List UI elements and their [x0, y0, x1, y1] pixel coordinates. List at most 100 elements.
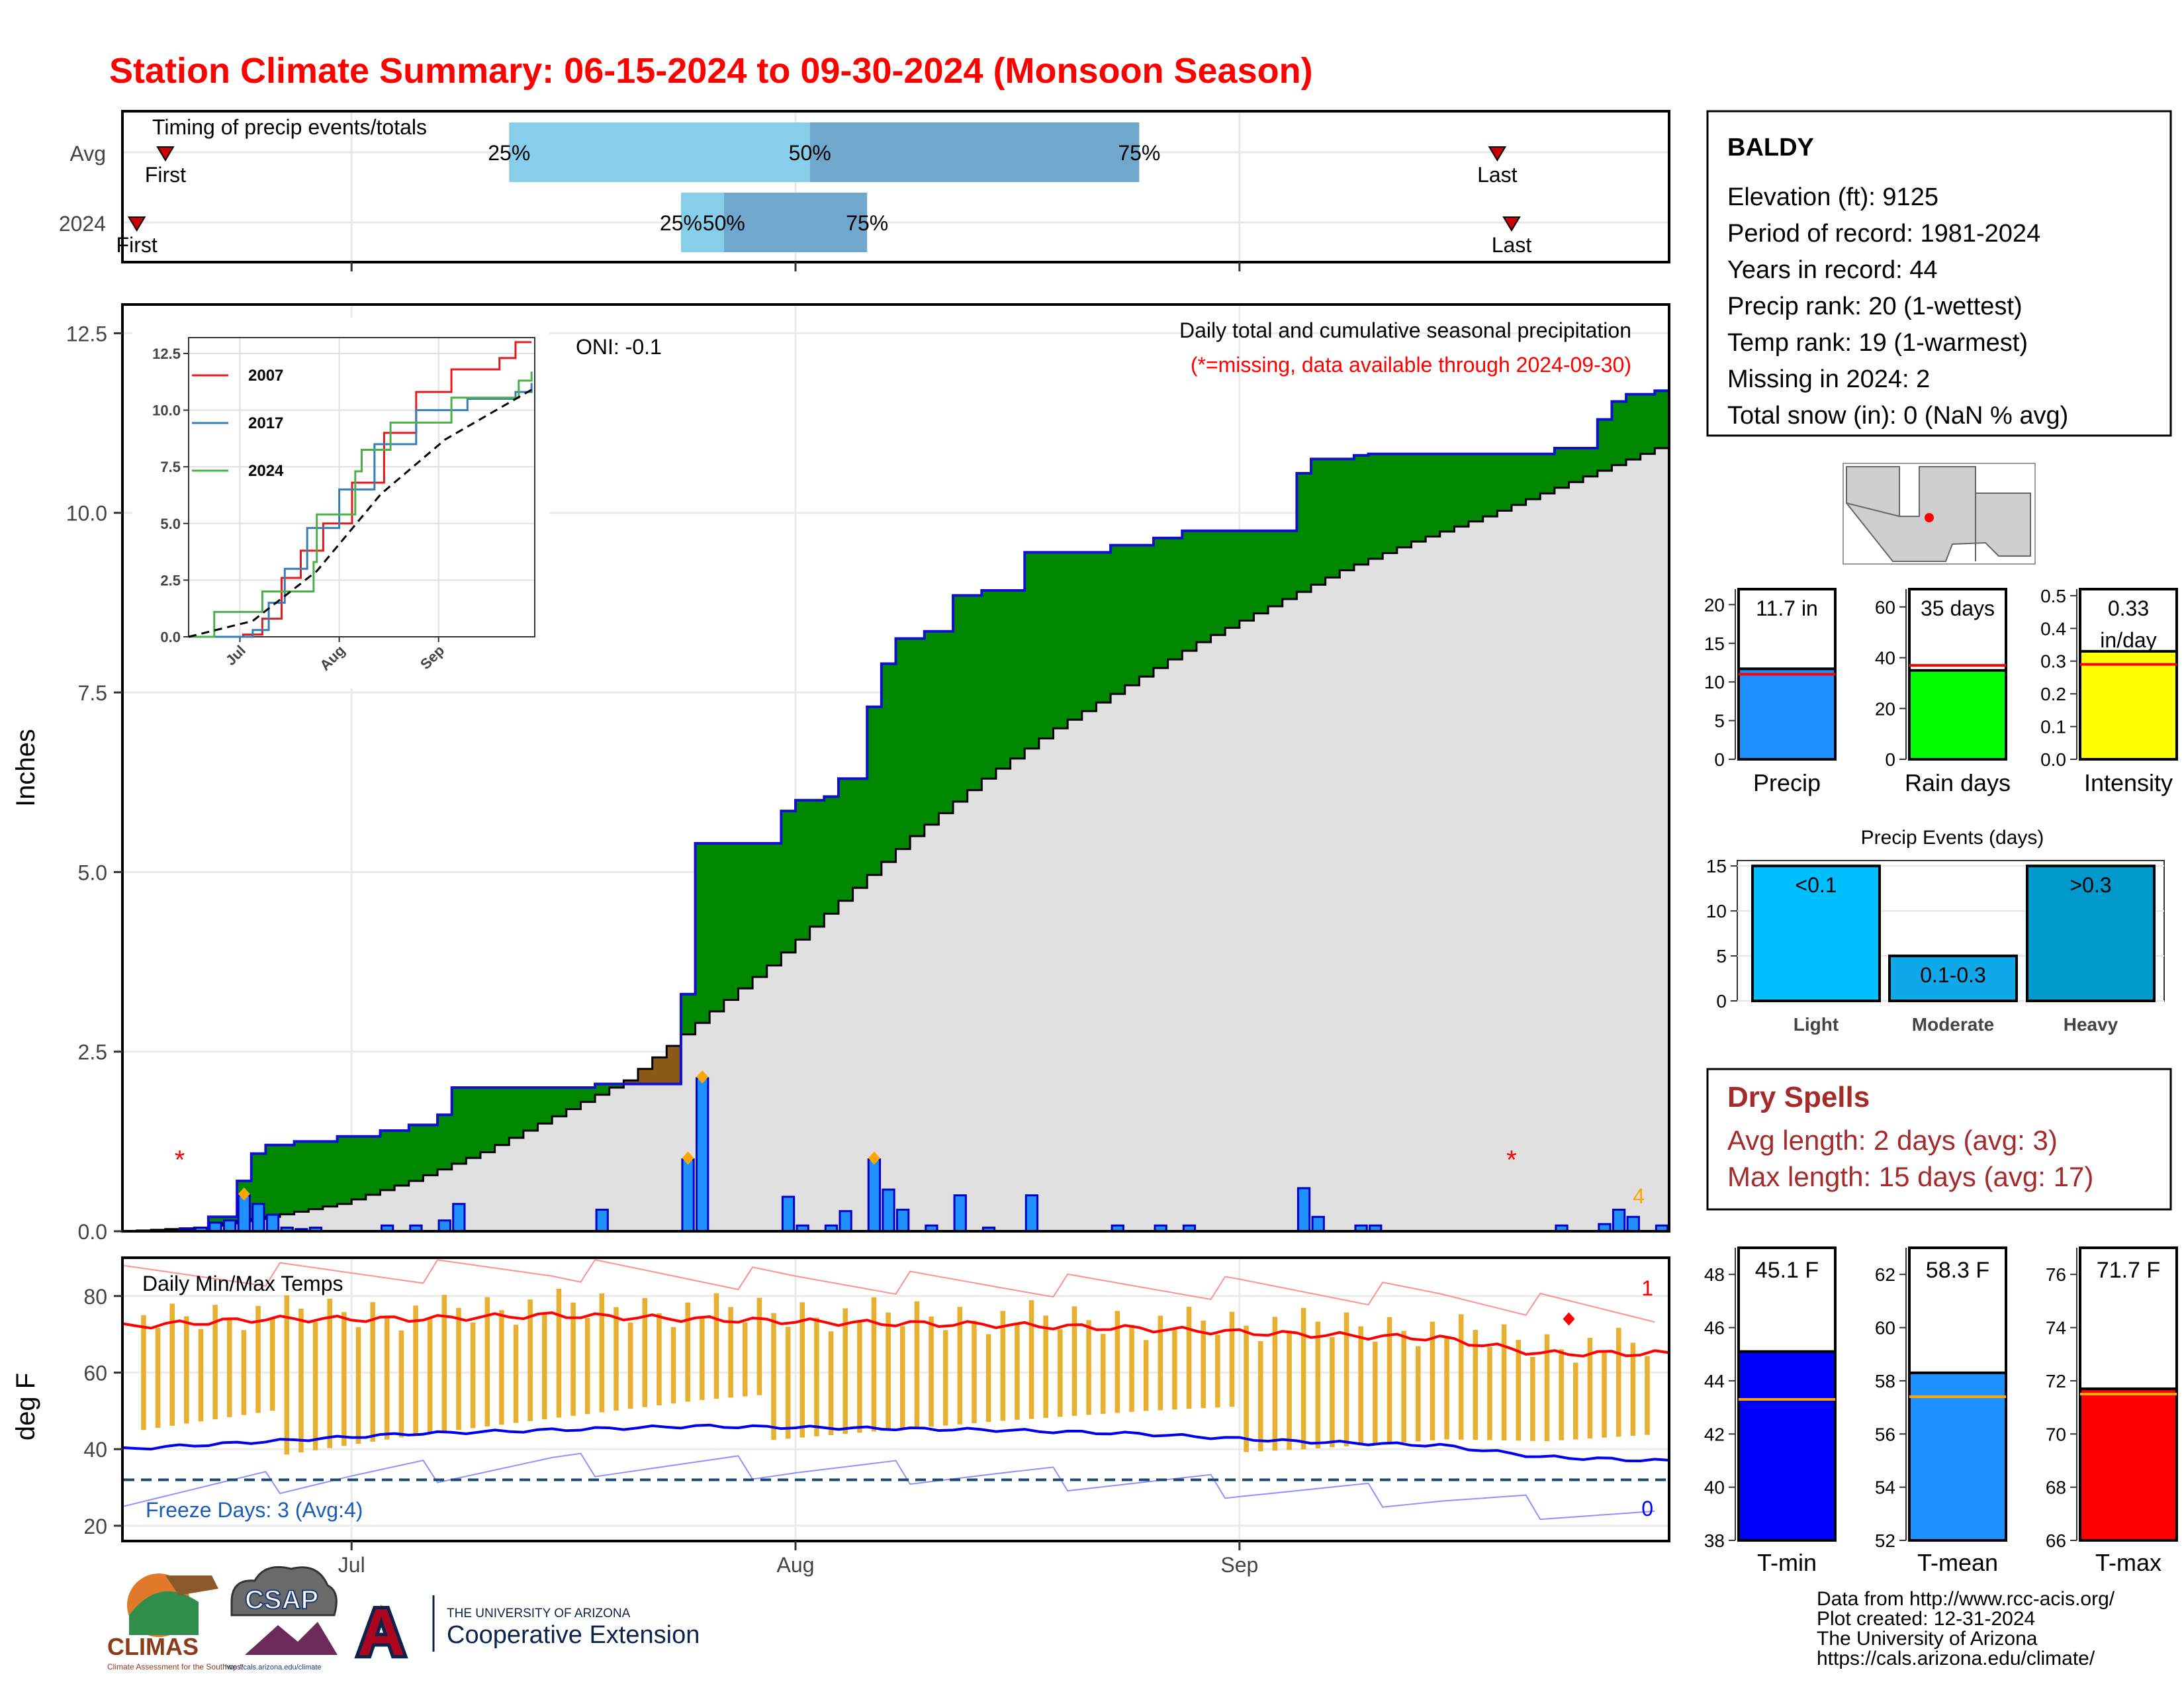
missing-count: 4 [1633, 1184, 1645, 1208]
daily-temp-range-bar [1244, 1325, 1249, 1452]
mini-bar-label: Precip [1753, 769, 1821, 796]
daily-temp-range-bar [1573, 1362, 1578, 1440]
daily-temp-range-bar [1602, 1352, 1607, 1438]
daily-temp-range-bar [1229, 1311, 1235, 1407]
daily-temp-range-bar [857, 1322, 862, 1433]
timing-label-last: Last [1477, 163, 1518, 187]
daily-temp-range-bar [985, 1334, 991, 1423]
timing-bar-q2 [809, 122, 1140, 182]
climas-hill-shape [129, 1591, 199, 1635]
inset-y-tick-label: 7.5 [160, 459, 181, 475]
events-bar-label: Light [1794, 1014, 1839, 1035]
temp-record-marker [1563, 1312, 1575, 1326]
mini-bar-y-tick-label: 60 [1875, 597, 1895, 618]
temp-y-tick-label: 20 [83, 1515, 107, 1538]
events-y-tick-label: 0 [1716, 991, 1727, 1011]
mini-bar-y-tick-label: 10 [1704, 672, 1725, 692]
inset-series-line-2007 [189, 341, 532, 638]
precip-caption-missing: (*=missing, data available through 2024-… [1191, 353, 1631, 377]
events-bar-heavy [2026, 865, 2156, 1002]
temp-y-tick-label: 40 [83, 1438, 107, 1462]
daily-precip-bar [1024, 1194, 1039, 1233]
timing-label-50: 50% [703, 211, 745, 235]
daily-temp-range-bar [427, 1318, 433, 1434]
temp-avg-max-line [122, 1311, 1670, 1358]
station-info-frame [1706, 110, 2172, 437]
mini-bar-label: Intensity [2084, 769, 2173, 796]
timing-bar-q1 [680, 193, 724, 252]
daily-temp-range-bar [771, 1313, 776, 1440]
daily-temp-range-bar [1028, 1300, 1034, 1419]
events-bar-text: <0.1 [1795, 873, 1837, 897]
temp-y-axis: 20 40 60 80 [83, 1285, 122, 1538]
daily-temp-range-bar [1015, 1325, 1020, 1420]
daily-temp-range-bar [1645, 1356, 1650, 1435]
precip-y-axis: 0.0 2.5 5.0 7.5 10.0 12.5 [66, 322, 122, 1244]
precip-y-tick-label: 0.0 [78, 1220, 107, 1244]
timing-marker-last [1502, 216, 1521, 232]
daily-precip-bar [265, 1213, 280, 1233]
map-border-line [1846, 502, 1900, 517]
precip-y-tick-label: 5.0 [78, 861, 107, 884]
temp-bar-y-tick-label: 52 [1875, 1530, 1895, 1551]
precip-y-tick-label: 12.5 [66, 322, 107, 346]
temp-bar-y-tick-label: 44 [1704, 1371, 1725, 1391]
x-axis-tick-label: Sep [1220, 1553, 1258, 1577]
temperature-bar-charts: 38 40 42 44 46 48 45.1 F T-min 52 54 56 58 60 62 58.3 … [1704, 1246, 2178, 1576]
university-of-arizona-logo: A A THE UNIVERSITY OF ARIZONA Cooperativ… [354, 1592, 700, 1673]
daily-temp-range-bar [1473, 1329, 1479, 1440]
daily-temp-range-bar [670, 1327, 676, 1404]
precip-overlap [122, 448, 1669, 1231]
daily-temp-range-bar [1415, 1346, 1421, 1442]
ua-letter: A [357, 1595, 405, 1669]
mini-bar-label: Rain days [1905, 769, 2011, 796]
ua-letter-outline: A [357, 1595, 405, 1669]
daily-temp-range-bar [1630, 1342, 1636, 1436]
daily-temp-range-bar [1272, 1317, 1278, 1451]
timing-marker-first [156, 146, 175, 162]
daily-temp-range-bar [1043, 1315, 1048, 1418]
daily-temp-range-bar [972, 1320, 977, 1423]
temp-bar-value-t-max [2079, 1387, 2178, 1542]
events-bar-label: Heavy [2064, 1014, 2118, 1035]
temp-record-low-count: 0 [1641, 1497, 1653, 1521]
daily-precip-bar [595, 1208, 609, 1233]
daily-temp-range-bar [1544, 1334, 1550, 1442]
precip-y-tick-label: 10.0 [66, 502, 107, 526]
timing-label-last: Last [1492, 233, 1532, 257]
daily-temp-range-bar [169, 1303, 175, 1426]
climas-logo-text: CLIMAS [107, 1633, 199, 1660]
daily-temp-range-bar [1115, 1311, 1120, 1413]
daily-precip-bar [437, 1219, 451, 1233]
daily-temp-range-bar [957, 1307, 963, 1425]
inset-series-line-2024 [189, 371, 533, 638]
events-y-tick-label: 15 [1706, 856, 1727, 876]
daily-temp-range-bar [614, 1307, 619, 1411]
events-bar-text: 0.1-0.3 [1920, 963, 1986, 987]
daily-temp-range-bar [728, 1307, 733, 1398]
climas-logo-subtext: Climate Assessment for the Southwest [107, 1662, 244, 1671]
mini-bar-y-tick-label: 0.1 [2040, 717, 2066, 737]
daily-temp-range-bar [1215, 1335, 1220, 1408]
inset-legend-label: 2024 [248, 462, 284, 480]
station-name: BALDY [1727, 134, 1814, 162]
ua-top-text: THE UNIVERSITY OF ARIZONA [447, 1607, 631, 1620]
daily-temp-range-bar [828, 1331, 834, 1435]
precip-normal-area [122, 448, 1669, 1231]
temp-bar-y-tick-label: 60 [1875, 1318, 1895, 1338]
daily-temp-range-bar [241, 1330, 247, 1415]
inset-y-tick-label: 5.0 [160, 516, 181, 532]
mini-bar-y-tick-label: 20 [1704, 594, 1725, 615]
daily-temp-range-bar [198, 1329, 204, 1422]
daily-temp-range-bar [914, 1301, 920, 1429]
daily-temp-range-bar [1300, 1307, 1306, 1450]
daily-temp-range-bar [1129, 1325, 1134, 1412]
station-period: Period of record: 1981-2024 [1727, 220, 2040, 248]
daily-temp-range-bar [599, 1293, 605, 1413]
daily-temp-range-bar [700, 1317, 705, 1400]
daily-temp-range-bar [484, 1297, 490, 1427]
timing-marker-first [127, 216, 146, 232]
daily-temp-range-bar [627, 1322, 633, 1409]
inset-series-line-2017 [189, 383, 533, 638]
timing-label-75: 75% [1118, 141, 1160, 165]
